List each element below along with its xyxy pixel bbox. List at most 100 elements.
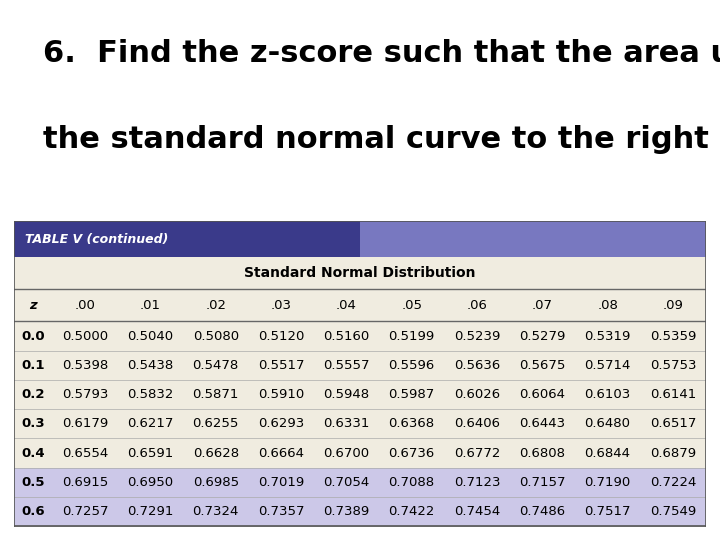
FancyBboxPatch shape: [14, 409, 706, 438]
FancyBboxPatch shape: [14, 380, 706, 409]
Text: 0.5160: 0.5160: [323, 329, 369, 342]
Text: Standard Normal Distribution: Standard Normal Distribution: [244, 266, 476, 280]
Text: 0.5675: 0.5675: [519, 359, 565, 372]
Text: 0.5239: 0.5239: [454, 329, 500, 342]
Text: 0.6844: 0.6844: [585, 447, 631, 460]
Text: .07: .07: [532, 299, 553, 312]
Text: 6.  Find the z-score such that the area under: 6. Find the z-score such that the area u…: [43, 39, 720, 68]
Text: .00: .00: [75, 299, 96, 312]
Text: 0.5478: 0.5478: [192, 359, 239, 372]
Text: 0.6480: 0.6480: [585, 417, 631, 430]
FancyBboxPatch shape: [360, 221, 706, 257]
Text: 0.7517: 0.7517: [585, 505, 631, 518]
Text: 0.7389: 0.7389: [323, 505, 369, 518]
Text: 0.7157: 0.7157: [519, 476, 565, 489]
Text: 0.6: 0.6: [22, 505, 45, 518]
Text: 0.5753: 0.5753: [649, 359, 696, 372]
FancyBboxPatch shape: [14, 350, 706, 380]
Text: 0.6700: 0.6700: [323, 447, 369, 460]
Text: 0.6628: 0.6628: [193, 447, 239, 460]
Text: 0.6554: 0.6554: [62, 447, 108, 460]
Text: 0.5948: 0.5948: [323, 388, 369, 401]
Text: 0.7019: 0.7019: [258, 476, 304, 489]
Text: 0.6293: 0.6293: [258, 417, 304, 430]
FancyBboxPatch shape: [14, 221, 360, 257]
Text: 0.5199: 0.5199: [389, 329, 435, 342]
FancyBboxPatch shape: [14, 468, 706, 497]
FancyBboxPatch shape: [14, 438, 706, 468]
Text: TABLE V (continued): TABLE V (continued): [24, 233, 168, 246]
Text: 0.5714: 0.5714: [585, 359, 631, 372]
Text: 0.6443: 0.6443: [519, 417, 565, 430]
Text: 0.4: 0.4: [22, 447, 45, 460]
Text: 0.7454: 0.7454: [454, 505, 500, 518]
Text: 0.7486: 0.7486: [519, 505, 565, 518]
Text: z: z: [30, 299, 37, 312]
Text: 0.7291: 0.7291: [127, 505, 174, 518]
FancyBboxPatch shape: [14, 321, 706, 350]
Text: .08: .08: [597, 299, 618, 312]
Text: 0.5080: 0.5080: [193, 329, 239, 342]
Text: 0.6141: 0.6141: [650, 388, 696, 401]
Text: 0.5832: 0.5832: [127, 388, 174, 401]
Text: 0.6517: 0.6517: [649, 417, 696, 430]
Text: .03: .03: [271, 299, 292, 312]
Text: 0.7054: 0.7054: [323, 476, 369, 489]
Text: 0.5438: 0.5438: [127, 359, 174, 372]
Text: 0.6808: 0.6808: [519, 447, 565, 460]
Text: 0.6255: 0.6255: [192, 417, 239, 430]
Text: 0.7324: 0.7324: [192, 505, 239, 518]
Text: 0.5040: 0.5040: [127, 329, 174, 342]
Text: the standard normal curve to the right is 0.4: the standard normal curve to the right i…: [43, 125, 720, 154]
Text: 0.7123: 0.7123: [454, 476, 500, 489]
Text: 0.6026: 0.6026: [454, 388, 500, 401]
Text: 0.5871: 0.5871: [192, 388, 239, 401]
FancyBboxPatch shape: [14, 497, 706, 526]
Text: 0.6217: 0.6217: [127, 417, 174, 430]
Text: 0.5793: 0.5793: [62, 388, 108, 401]
Text: 0.6103: 0.6103: [585, 388, 631, 401]
Text: 0.3: 0.3: [22, 417, 45, 430]
Text: 0.5987: 0.5987: [389, 388, 435, 401]
Text: 0.6985: 0.6985: [193, 476, 239, 489]
Text: 0.5319: 0.5319: [585, 329, 631, 342]
Text: 0.6064: 0.6064: [519, 388, 565, 401]
Text: 0.7224: 0.7224: [649, 476, 696, 489]
Text: .05: .05: [401, 299, 422, 312]
Text: 0.5910: 0.5910: [258, 388, 304, 401]
Text: 0.7257: 0.7257: [62, 505, 108, 518]
Text: 0.5517: 0.5517: [258, 359, 305, 372]
Text: .01: .01: [140, 299, 161, 312]
Text: .04: .04: [336, 299, 357, 312]
Text: 0.7357: 0.7357: [258, 505, 305, 518]
Text: 0.7422: 0.7422: [389, 505, 435, 518]
Text: 0.6664: 0.6664: [258, 447, 304, 460]
Text: 0.6591: 0.6591: [127, 447, 174, 460]
FancyBboxPatch shape: [14, 289, 706, 321]
Text: 0.7088: 0.7088: [389, 476, 435, 489]
FancyBboxPatch shape: [14, 257, 706, 289]
Text: .06: .06: [467, 299, 487, 312]
Text: 0.5557: 0.5557: [323, 359, 369, 372]
Text: 0.5636: 0.5636: [454, 359, 500, 372]
Text: 0.6368: 0.6368: [389, 417, 435, 430]
Text: 0.5398: 0.5398: [62, 359, 108, 372]
Text: .02: .02: [205, 299, 226, 312]
Text: 0.0: 0.0: [22, 329, 45, 342]
Text: 0.7549: 0.7549: [650, 505, 696, 518]
Text: 0.6179: 0.6179: [62, 417, 108, 430]
Text: 0.5596: 0.5596: [389, 359, 435, 372]
Text: 0.6950: 0.6950: [127, 476, 174, 489]
Text: 0.6915: 0.6915: [62, 476, 108, 489]
Text: 0.5120: 0.5120: [258, 329, 305, 342]
Text: 0.6406: 0.6406: [454, 417, 500, 430]
Text: 0.6736: 0.6736: [389, 447, 435, 460]
Text: 0.5: 0.5: [22, 476, 45, 489]
Text: 0.6331: 0.6331: [323, 417, 369, 430]
Text: .09: .09: [662, 299, 683, 312]
Text: 0.6879: 0.6879: [650, 447, 696, 460]
Text: 0.5279: 0.5279: [519, 329, 565, 342]
Text: 0.1: 0.1: [22, 359, 45, 372]
Text: 0.2: 0.2: [22, 388, 45, 401]
Text: 0.5000: 0.5000: [62, 329, 108, 342]
